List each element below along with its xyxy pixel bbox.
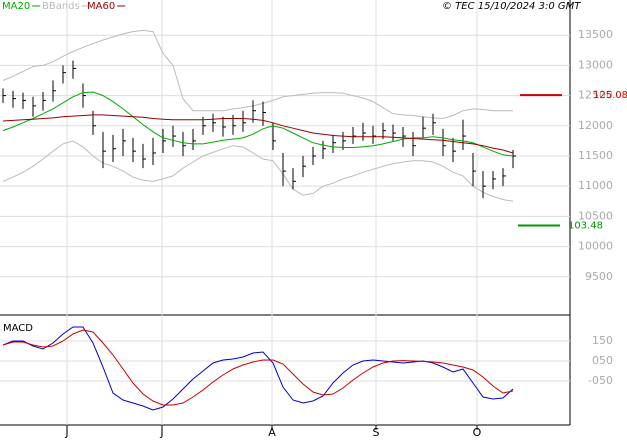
bollinger-band: [2, 140, 514, 202]
x-tick-label: S: [373, 426, 380, 439]
y-tick-label: 11000: [578, 179, 613, 192]
y-tick-label: 10000: [578, 240, 613, 253]
legend-label: BBands: [42, 1, 80, 12]
moving-average: [2, 91, 514, 157]
y-tick-label: 12000: [578, 119, 613, 132]
y-tick-label: 11500: [578, 149, 613, 162]
x-tick-label: O: [473, 426, 482, 439]
level-label: 125.08: [593, 90, 627, 101]
moving-average: [2, 114, 514, 154]
y-tick-label: 9500: [585, 270, 613, 283]
legend-label: MA60: [87, 1, 115, 12]
credit: © TEC 15/10/2024 3:0 GMT: [442, 1, 581, 12]
bollinger-band: [2, 29, 513, 120]
legend-label: MA20: [2, 1, 30, 12]
y-tick-label: 13500: [578, 28, 613, 41]
x-tick-label: J: [159, 426, 163, 439]
macd-title: MACD: [3, 323, 33, 334]
y-tick-label: 150: [592, 334, 613, 347]
macd-line: [2, 329, 514, 406]
y-tick-label: 10500: [578, 209, 613, 222]
x-tick-label: A: [268, 426, 276, 439]
y-tick-label: 12500: [578, 89, 613, 102]
y-tick-label: 050: [592, 354, 613, 367]
level-label: 103.48: [568, 221, 603, 232]
macd-line: [2, 326, 514, 411]
y-tick-label: 13000: [578, 58, 613, 71]
y-tick-label: -050: [588, 374, 613, 387]
x-tick-label: J: [64, 426, 68, 439]
